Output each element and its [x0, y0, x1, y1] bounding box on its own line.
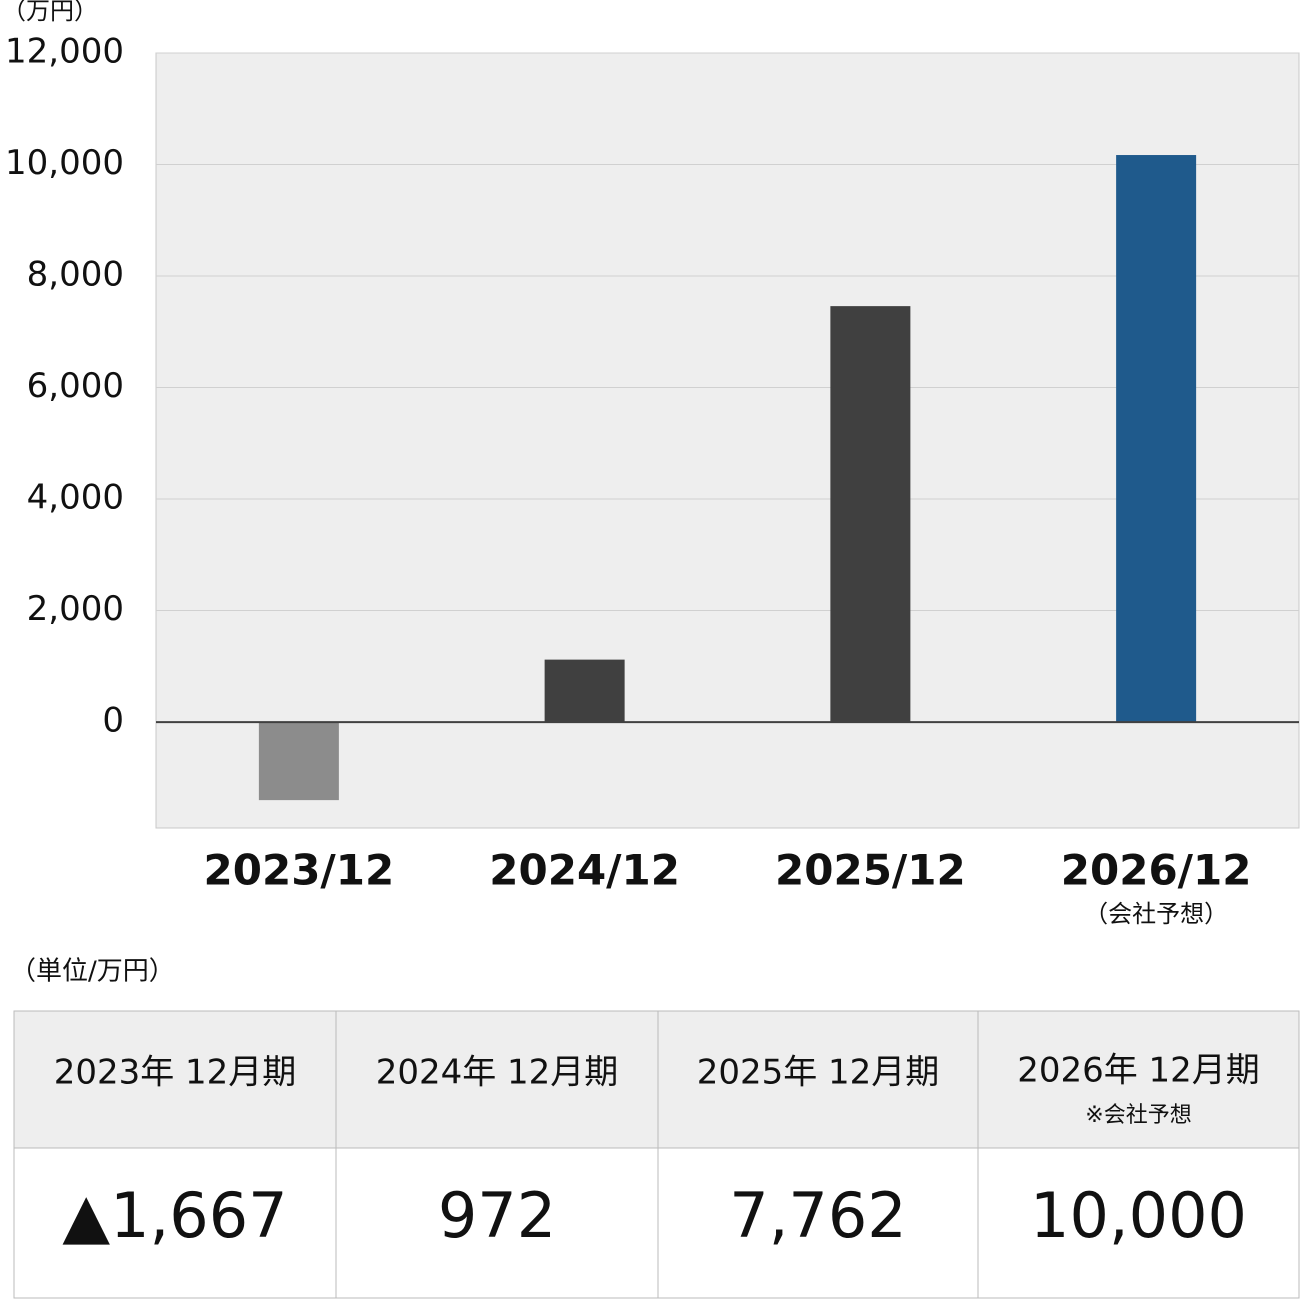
y-axis-unit: （万円） — [2, 0, 98, 25]
table-header-cell — [335, 1010, 659, 1149]
y-tick-label: 0 — [102, 701, 124, 741]
bar — [830, 306, 911, 723]
table-header-note: ※会社予想 — [1085, 1103, 1191, 1128]
table-value: 972 — [438, 1179, 556, 1252]
table-header-cell — [13, 1010, 337, 1149]
table-header: 2023年 12月期 — [54, 1053, 297, 1093]
bar — [258, 722, 339, 801]
bar — [544, 659, 625, 723]
table-cell — [13, 1147, 337, 1299]
x-tick-label: 2023/12 — [204, 846, 395, 895]
y-tick-label: 10,000 — [5, 143, 124, 183]
table-value: 7,762 — [729, 1179, 907, 1252]
x-tick-label: 2024/12 — [489, 846, 680, 895]
y-tick-label: 8,000 — [27, 255, 124, 295]
table-header: 2024年 12月期 — [376, 1053, 619, 1093]
y-tick-label: 2,000 — [27, 589, 124, 629]
table-cell — [657, 1147, 979, 1299]
y-tick-label: 6,000 — [27, 366, 124, 406]
x-tick-note: （会社予想） — [1084, 900, 1228, 928]
table-header: 2025年 12月期 — [697, 1053, 940, 1093]
table-header-cell — [977, 1010, 1300, 1149]
y-tick-label: 4,000 — [27, 478, 124, 518]
table-unit: （単位/万円） — [10, 957, 175, 987]
x-tick-label: 2026/12 — [1061, 846, 1252, 895]
plot-area — [155, 52, 1300, 829]
table-header: 2026年 12月期 — [1017, 1051, 1260, 1091]
bar — [1116, 155, 1197, 723]
table-cell — [977, 1147, 1300, 1299]
y-tick-label: 12,000 — [5, 32, 124, 72]
table-value: ▲1,667 — [62, 1179, 287, 1252]
x-tick-label: 2025/12 — [775, 846, 966, 895]
table-cell — [335, 1147, 659, 1299]
table-value: 10,000 — [1030, 1179, 1247, 1252]
